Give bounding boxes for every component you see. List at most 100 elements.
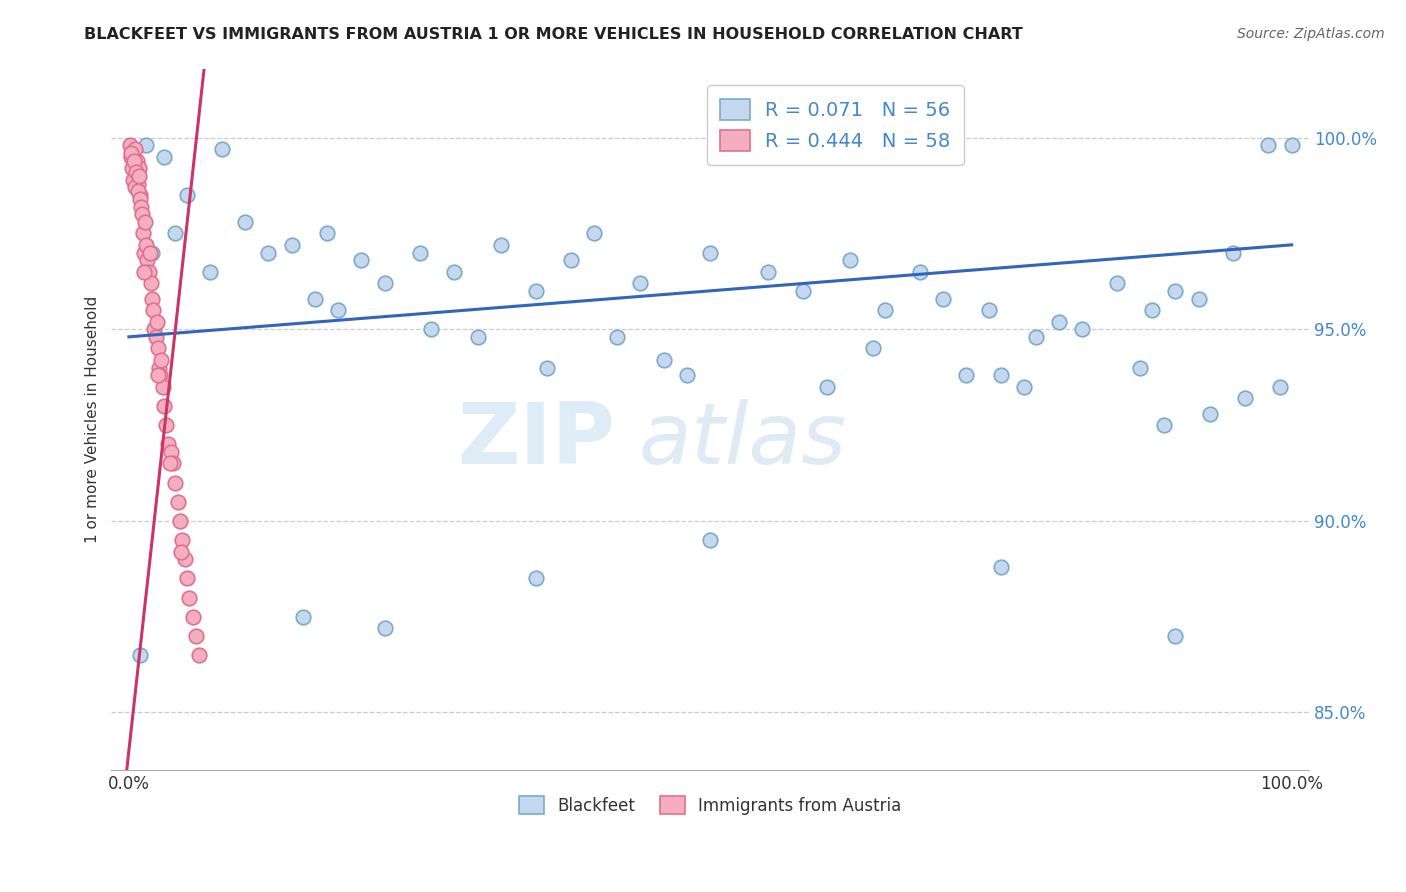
Point xyxy=(136,253,159,268)
Point xyxy=(304,292,326,306)
Point xyxy=(139,245,162,260)
Point xyxy=(145,330,167,344)
Point xyxy=(374,276,396,290)
Legend: Blackfeet, Immigrants from Austria: Blackfeet, Immigrants from Austria xyxy=(509,786,911,825)
Text: atlas: atlas xyxy=(638,399,846,482)
Point xyxy=(138,265,160,279)
Point xyxy=(280,237,302,252)
Point xyxy=(873,303,896,318)
Point xyxy=(815,379,838,393)
Point xyxy=(120,145,142,160)
Point xyxy=(172,533,194,547)
Point xyxy=(155,417,177,432)
Point xyxy=(159,456,181,470)
Point xyxy=(124,142,146,156)
Point xyxy=(169,514,191,528)
Point xyxy=(118,138,141,153)
Point xyxy=(125,169,148,183)
Point xyxy=(1222,245,1244,260)
Point xyxy=(1025,330,1047,344)
Point xyxy=(165,227,187,241)
Point xyxy=(121,145,143,160)
Point xyxy=(125,153,148,168)
Point xyxy=(176,188,198,202)
Point xyxy=(908,265,931,279)
Point xyxy=(139,276,162,290)
Point xyxy=(1129,360,1152,375)
Point xyxy=(1153,417,1175,432)
Point xyxy=(443,265,465,279)
Point xyxy=(157,437,180,451)
Point xyxy=(582,227,605,241)
Point xyxy=(652,352,675,367)
Point xyxy=(129,200,152,214)
Point xyxy=(1047,314,1070,328)
Point xyxy=(121,161,143,176)
Point xyxy=(350,253,373,268)
Point xyxy=(408,245,430,260)
Point xyxy=(146,342,169,356)
Point xyxy=(132,227,155,241)
Point xyxy=(211,142,233,156)
Point xyxy=(124,180,146,194)
Text: BLACKFEET VS IMMIGRANTS FROM AUSTRIA 1 OR MORE VEHICLES IN HOUSEHOLD CORRELATION: BLACKFEET VS IMMIGRANTS FROM AUSTRIA 1 O… xyxy=(84,27,1024,42)
Point xyxy=(1140,303,1163,318)
Text: ZIP: ZIP xyxy=(457,399,614,482)
Point xyxy=(1257,138,1279,153)
Point xyxy=(148,360,170,375)
Point xyxy=(758,265,780,279)
Point xyxy=(233,215,256,229)
Point xyxy=(560,253,582,268)
Point xyxy=(181,609,204,624)
Point xyxy=(1199,407,1222,421)
Point xyxy=(1107,276,1129,290)
Point xyxy=(1164,629,1187,643)
Point xyxy=(128,161,150,176)
Point xyxy=(1281,138,1303,153)
Point xyxy=(166,494,188,508)
Point xyxy=(955,368,977,383)
Text: Source: ZipAtlas.com: Source: ZipAtlas.com xyxy=(1237,27,1385,41)
Point xyxy=(129,192,152,206)
Point xyxy=(292,609,315,624)
Point xyxy=(170,544,193,558)
Point xyxy=(257,245,280,260)
Point xyxy=(149,368,172,383)
Point xyxy=(122,172,145,186)
Point xyxy=(131,207,153,221)
Point xyxy=(129,188,152,202)
Point xyxy=(132,265,155,279)
Point xyxy=(152,379,174,393)
Point xyxy=(990,559,1012,574)
Point xyxy=(141,245,163,260)
Point xyxy=(315,227,337,241)
Point xyxy=(699,245,721,260)
Point xyxy=(142,303,165,318)
Point xyxy=(150,352,173,367)
Point xyxy=(932,292,955,306)
Y-axis label: 1 or more Vehicles in Household: 1 or more Vehicles in Household xyxy=(86,295,100,543)
Point xyxy=(200,265,222,279)
Point xyxy=(165,475,187,490)
Point xyxy=(1012,379,1035,393)
Point xyxy=(173,552,195,566)
Point xyxy=(606,330,628,344)
Point xyxy=(135,237,157,252)
Point xyxy=(186,629,208,643)
Point xyxy=(132,245,155,260)
Point xyxy=(122,157,145,171)
Point xyxy=(699,533,721,547)
Point xyxy=(979,303,1001,318)
Point xyxy=(134,215,156,229)
Point xyxy=(143,322,166,336)
Point xyxy=(176,571,198,585)
Point xyxy=(159,445,181,459)
Point xyxy=(489,237,512,252)
Point xyxy=(152,150,174,164)
Point xyxy=(1234,391,1257,405)
Point xyxy=(127,177,149,191)
Point xyxy=(536,360,558,375)
Point xyxy=(125,165,148,179)
Point xyxy=(127,184,149,198)
Point xyxy=(141,292,163,306)
